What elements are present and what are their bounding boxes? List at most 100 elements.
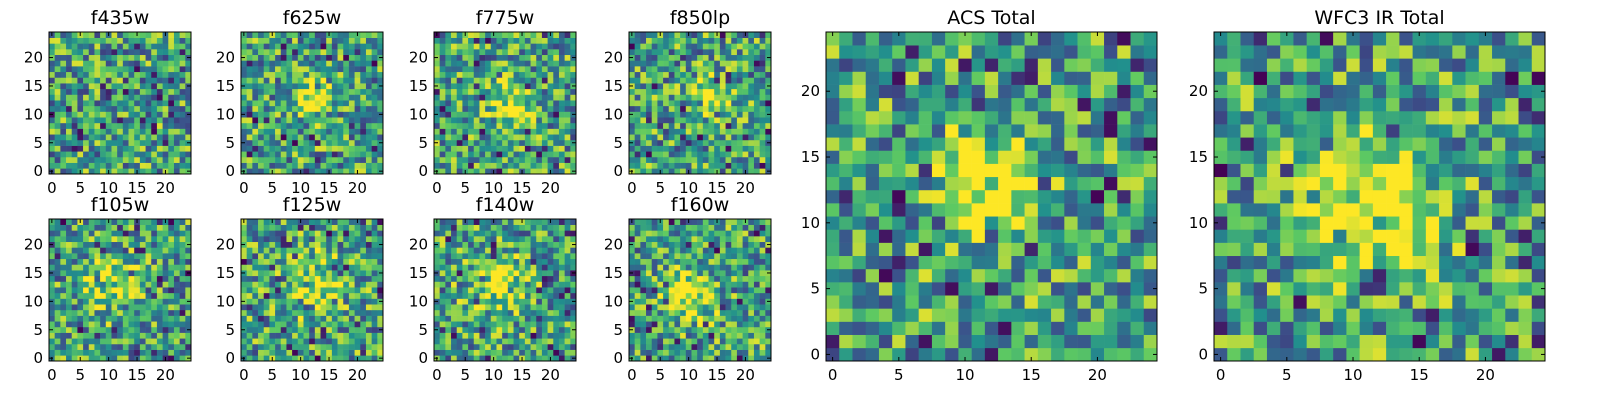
heatmap-cell — [156, 298, 163, 305]
heatmap-cell — [320, 122, 327, 129]
heatmap-cell — [490, 60, 497, 67]
heatmap-cell — [365, 54, 372, 61]
heatmap-cell — [139, 139, 146, 146]
heatmap-cell — [485, 321, 492, 328]
heatmap-cell — [303, 168, 310, 175]
heatmap-cell — [139, 162, 146, 169]
heatmap-cell — [547, 292, 554, 299]
heatmap-cell — [570, 43, 577, 50]
heatmap-cell — [451, 236, 458, 243]
heatmap-cell — [331, 258, 338, 265]
heatmap-cell — [451, 111, 458, 118]
heatmap-cell — [111, 219, 118, 225]
heatmap-cell — [179, 304, 186, 311]
heatmap-cell — [490, 292, 497, 299]
heatmap-cell — [309, 100, 316, 107]
heatmap-cell — [66, 162, 73, 169]
heatmap-cell — [162, 117, 169, 124]
heatmap-cell — [71, 66, 78, 73]
heatmap-cell — [179, 281, 186, 288]
heatmap-cell — [702, 43, 709, 50]
heatmap-cell — [691, 71, 698, 78]
heatmap-cell — [564, 66, 571, 73]
heatmap-cell — [337, 326, 344, 333]
heatmap-cell — [536, 128, 543, 135]
heatmap-cell — [697, 54, 704, 61]
heatmap-cell — [297, 83, 304, 90]
heatmap-cell — [742, 117, 749, 124]
heatmap-cell — [128, 117, 135, 124]
heatmap-cell — [691, 145, 698, 152]
heatmap-cell — [468, 236, 475, 243]
x-tick-label: 15 — [127, 179, 146, 197]
heatmap-cell — [111, 247, 118, 254]
heatmap-cell — [731, 122, 738, 129]
heatmap-cell — [691, 338, 698, 345]
heatmap-cell — [634, 77, 641, 84]
heatmap-cell — [66, 236, 73, 243]
heatmap-cell — [485, 94, 492, 101]
heatmap-cell — [117, 315, 124, 322]
heatmap-cell — [473, 253, 480, 260]
heatmap-cell — [348, 94, 355, 101]
heatmap-cell — [94, 71, 101, 78]
heatmap-cell — [496, 139, 503, 146]
heatmap-cell — [668, 111, 675, 118]
heatmap-cell — [553, 60, 560, 67]
heatmap-cell — [668, 162, 675, 169]
heatmap-cell — [759, 326, 766, 333]
heatmap-cell — [297, 66, 304, 73]
heatmap-cell — [348, 54, 355, 61]
heatmap-cell — [736, 43, 743, 50]
heatmap-cell — [708, 122, 715, 129]
heatmap-cell — [513, 298, 520, 305]
heatmap-cell — [519, 54, 526, 61]
heatmap-cell — [685, 94, 692, 101]
heatmap-cell — [547, 139, 554, 146]
heatmap-cell — [725, 134, 732, 141]
heatmap-cell — [269, 224, 276, 231]
heatmap-cell — [71, 275, 78, 282]
panel-title: f850lp — [670, 7, 730, 29]
heatmap-cell — [468, 230, 475, 237]
heatmap-cell — [507, 162, 514, 169]
heatmap-cell — [280, 321, 287, 328]
heatmap-cell — [657, 281, 664, 288]
heatmap-cell — [530, 139, 537, 146]
heatmap-cell — [258, 236, 265, 243]
heatmap-cell — [553, 100, 560, 107]
heatmap-cell — [564, 264, 571, 271]
heatmap-cell — [297, 122, 304, 129]
heatmap-cell — [657, 139, 664, 146]
heatmap-cell — [748, 49, 755, 56]
heatmap-cell — [524, 275, 531, 282]
heatmap-cell — [479, 60, 486, 67]
heatmap-cell — [292, 253, 299, 260]
heatmap-cell — [105, 111, 112, 118]
heatmap-cell — [485, 270, 492, 277]
heatmap-cell — [337, 156, 344, 163]
heatmap-cell — [640, 145, 647, 152]
heatmap-cell — [258, 94, 265, 101]
heatmap-cell — [634, 32, 641, 38]
heatmap-cell — [553, 139, 560, 146]
heatmap-cell — [685, 151, 692, 158]
heatmap-cell — [156, 66, 163, 73]
heatmap-cell — [479, 349, 486, 356]
heatmap-cell — [685, 309, 692, 316]
heatmap-cell — [314, 349, 321, 356]
heatmap-cell — [100, 304, 107, 311]
heatmap-cell — [365, 326, 372, 333]
heatmap-cell — [371, 275, 378, 282]
heatmap-cell — [445, 77, 452, 84]
heatmap-cell — [634, 145, 641, 152]
heatmap-cell — [128, 151, 135, 158]
heatmap-cell — [252, 43, 259, 50]
heatmap-cell — [83, 128, 90, 135]
heatmap-cell — [360, 77, 367, 84]
heatmap-cell — [736, 287, 743, 294]
heatmap-cell — [286, 332, 293, 339]
heatmap-cell — [748, 88, 755, 95]
heatmap-cell — [371, 287, 378, 294]
heatmap-cell — [468, 355, 475, 362]
